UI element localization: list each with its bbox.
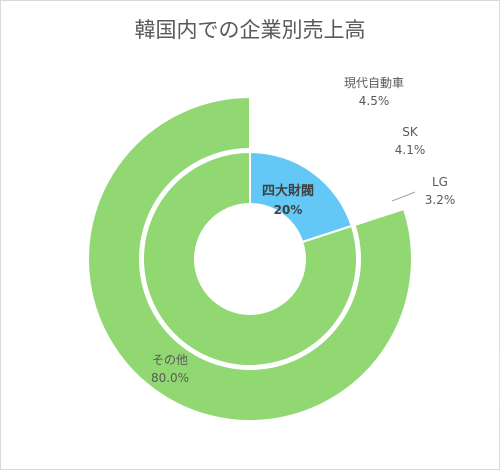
outer-value-2: 4.1%	[395, 143, 426, 157]
outer-value-1: 4.5%	[359, 94, 390, 108]
inner-slice-1	[142, 150, 358, 367]
inner-label-0: 四大財閥	[262, 183, 314, 199]
outer-slice-4	[87, 95, 413, 422]
outer-value-0: 8.2%	[260, 125, 291, 139]
outer-label-0: サムスン	[251, 107, 299, 121]
outer-label-2: SK	[402, 125, 419, 139]
leader-line-lg-end	[391, 195, 406, 202]
outer-value-3: 3.2%	[425, 193, 456, 207]
outer-label-4: その他	[152, 353, 188, 367]
outer-label-1: 現代自動車	[344, 76, 404, 90]
outer-value-4: 80.0%	[151, 371, 189, 385]
outer-label-3: LG	[432, 175, 448, 189]
leader-line-lg	[404, 191, 416, 197]
chart-title: 韓国内での企業別売上高	[134, 18, 366, 42]
inner-value-0: 20%	[274, 203, 303, 217]
